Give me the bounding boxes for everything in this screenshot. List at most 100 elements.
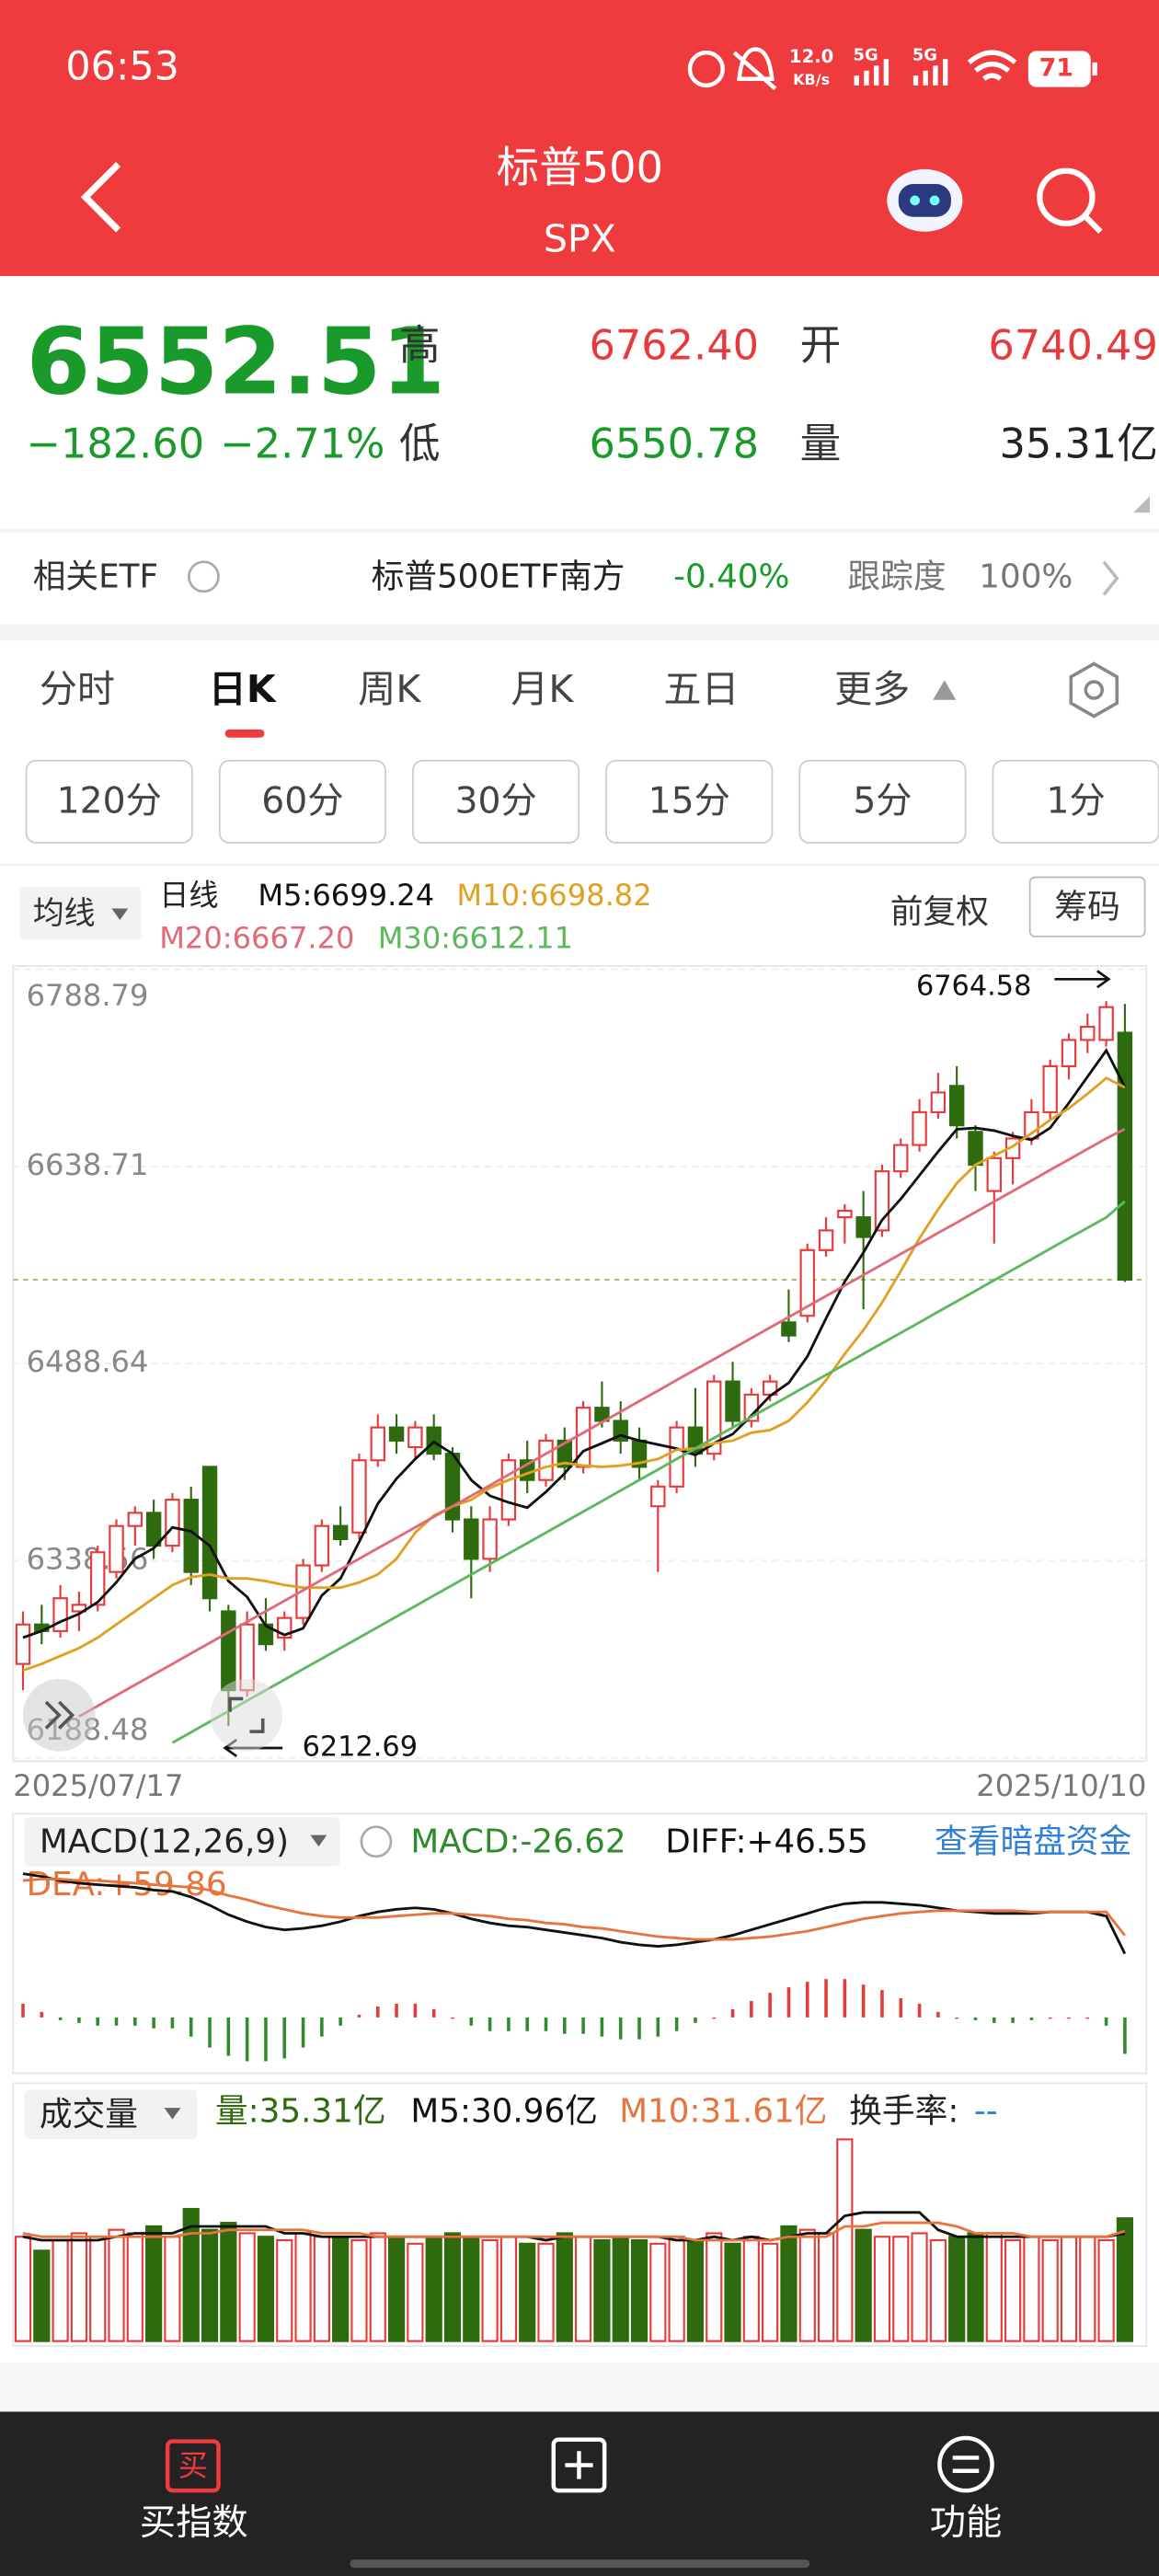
candle-body — [893, 1144, 909, 1173]
interval-button[interactable] — [412, 759, 580, 844]
buy-icon[interactable] — [165, 2439, 221, 2493]
interval-label[interactable]: 120分 — [57, 781, 162, 822]
volume-bar — [742, 2236, 760, 2342]
candle-body — [351, 1459, 367, 1534]
expand-corner[interactable] — [1133, 496, 1150, 513]
candle-body — [855, 1216, 871, 1238]
ma-selector-label[interactable]: 均线 — [33, 895, 96, 931]
candle-body — [482, 1518, 498, 1560]
interval-label[interactable]: 15分 — [648, 781, 730, 822]
max-annotation: 6764.58 — [916, 971, 1031, 1003]
adjust-button[interactable]: 前复权 — [890, 893, 989, 931]
macd-bar — [40, 2011, 44, 2018]
volume-bar — [108, 2228, 125, 2342]
volume-bar — [238, 2232, 256, 2342]
functions-button[interactable]: 功能 — [930, 2502, 1003, 2544]
tab[interactable]: 五日 — [663, 667, 739, 711]
interval-button[interactable] — [798, 759, 967, 844]
buy-button[interactable]: 买指数 — [140, 2502, 248, 2544]
macd-bar — [525, 2017, 529, 2031]
settings-button[interactable] — [1069, 661, 1119, 719]
volume-bar — [1079, 2236, 1096, 2342]
chevron[interactable] — [1102, 560, 1119, 596]
volume-bar — [575, 2236, 592, 2342]
candle-body — [1098, 1006, 1114, 1041]
y-tick-label: 6788.79 — [27, 978, 149, 1013]
macd-bar — [843, 1979, 847, 2018]
turnover-label: 换手率: — [849, 2092, 958, 2130]
macd-bar — [77, 2017, 81, 2023]
interval-label[interactable]: 5分 — [853, 781, 912, 822]
dropdown-arrow — [164, 2108, 181, 2120]
volume-title[interactable]: 成交量 — [40, 2096, 138, 2133]
dropdown-arrow — [933, 680, 957, 700]
page-subtitle: SPX — [544, 217, 616, 261]
tab[interactable]: 日K — [209, 667, 278, 711]
macd-bar — [152, 2017, 155, 2029]
dropdown-arrow — [111, 908, 129, 920]
wifi-icon — [967, 50, 1017, 81]
interval-button[interactable] — [218, 759, 387, 844]
volume-bar — [1004, 2238, 1022, 2342]
macd-bar — [96, 2017, 99, 2026]
price-change-pct: −2.71% — [220, 420, 384, 468]
back-button[interactable] — [80, 162, 121, 233]
volume-bar — [537, 2242, 555, 2342]
interval-button[interactable] — [605, 759, 774, 844]
macd-bar — [750, 2001, 753, 2018]
tab[interactable]: 更多 — [834, 667, 910, 711]
add-button[interactable] — [551, 2437, 607, 2493]
chips-label[interactable]: 筹码 — [1054, 889, 1119, 926]
macd-bar — [581, 2017, 585, 2034]
etf-name[interactable]: 标普500ETF南方 — [372, 558, 625, 596]
tab[interactable]: 周K — [358, 667, 421, 711]
volume-selector[interactable] — [24, 2089, 198, 2139]
volume-bar — [873, 2236, 891, 2342]
network-label: 5G — [912, 46, 937, 65]
interval-label[interactable]: 1分 — [1047, 781, 1106, 822]
interval-label[interactable]: 30分 — [454, 781, 536, 822]
candle-body — [557, 1439, 573, 1468]
tab[interactable]: 月K — [511, 667, 574, 711]
candle-body — [538, 1439, 554, 1481]
y-tick-label: 6638.71 — [27, 1147, 149, 1182]
network-label: 5G — [854, 46, 878, 65]
ma-selector[interactable] — [19, 887, 142, 940]
chips-button[interactable] — [1028, 876, 1146, 937]
help-icon[interactable] — [360, 1825, 393, 1858]
macd-bar — [301, 2017, 305, 2048]
candle-body — [1117, 1031, 1133, 1282]
macd-bar — [320, 2017, 324, 2037]
macd-bar — [880, 1990, 884, 2018]
macd-bar — [768, 1993, 772, 2018]
volume-bar — [332, 2236, 350, 2342]
functions-icon[interactable] — [937, 2435, 994, 2493]
buy-icon-label[interactable]: 买 — [178, 2448, 208, 2483]
candle-body — [90, 1551, 106, 1606]
volume-bar — [313, 2236, 330, 2342]
legend-ma30: M30:6612.11 — [378, 920, 573, 955]
search-button[interactable] — [1037, 167, 1103, 234]
tab-indicator — [224, 729, 265, 738]
tab[interactable]: 分时 — [40, 667, 115, 711]
high-label: 高 — [399, 322, 441, 370]
macd-bar — [245, 2017, 249, 2062]
battery-icon — [1027, 51, 1091, 87]
dark-pool-link[interactable]: 查看暗盘资金 — [935, 1823, 1131, 1861]
macd-bar — [226, 2017, 231, 2056]
x-end-label: 2025/10/10 — [976, 1768, 1146, 1803]
ma-line — [22, 1076, 1126, 1673]
help-icon[interactable] — [188, 560, 220, 593]
page-title: 标普500 — [497, 143, 663, 192]
volume-bar — [201, 2228, 219, 2342]
interval-label[interactable]: 60分 — [261, 781, 343, 822]
assistant-button[interactable] — [887, 168, 963, 232]
macd-selector[interactable] — [24, 1817, 340, 1867]
macd-title[interactable]: MACD(12,26,9) — [40, 1823, 289, 1861]
macd-bar — [936, 2011, 940, 2018]
volume-bar — [1041, 2238, 1059, 2342]
candle-body — [781, 1321, 797, 1337]
fullscreen-button[interactable] — [210, 1679, 283, 1752]
interval-button[interactable] — [25, 759, 193, 844]
volume-bar — [70, 2232, 88, 2342]
